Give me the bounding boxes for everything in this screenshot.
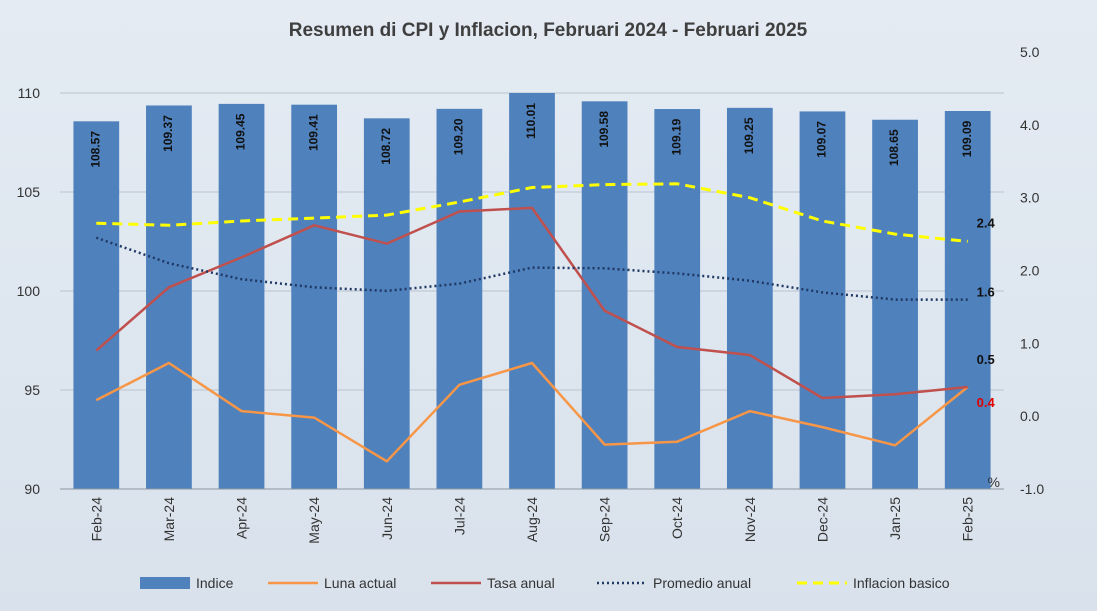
- series-line: [95, 361, 969, 463]
- y-left-tick-label: 110: [18, 85, 41, 101]
- bar: [509, 93, 555, 489]
- bar-data-label: 108.57: [88, 131, 102, 168]
- y-left-tick-label: 105: [17, 184, 41, 200]
- legend-label: Indice: [196, 575, 234, 591]
- bar-data-label: 109.20: [452, 118, 466, 155]
- x-tick-label: Mar-24: [161, 497, 177, 542]
- x-tick-label: May-24: [306, 497, 322, 544]
- bar: [291, 104, 338, 489]
- legend-label: Luna actual: [324, 575, 396, 591]
- bar-data-label: 109.25: [742, 117, 756, 154]
- bar-data-label: 110.01: [524, 103, 538, 139]
- x-tick-label: Nov-24: [742, 497, 758, 542]
- x-tick-label: Feb-24: [88, 497, 104, 542]
- legend-label: Inflacion basico: [853, 575, 950, 591]
- legend-label: Tasa anual: [487, 575, 555, 591]
- bar-data-label: 109.41: [306, 114, 320, 151]
- y-right-tick-label: 1.0: [1020, 335, 1040, 351]
- y-right-tick-label: 5.0: [1020, 44, 1040, 60]
- y-left-tick-label: 100: [17, 283, 41, 299]
- x-tick-label: Oct-24: [669, 497, 685, 539]
- y-left-tick-label: 90: [24, 481, 40, 497]
- y-left-tick-label: 95: [24, 382, 40, 398]
- series-line: [95, 236, 968, 301]
- bar-data-label: 109.37: [161, 115, 175, 152]
- bar: [436, 108, 483, 489]
- bar-data-label: 108.65: [887, 129, 901, 166]
- x-tick-label: Jul-24: [451, 497, 467, 535]
- x-tick-label: Sep-24: [597, 497, 613, 542]
- bar-data-label: 109.45: [234, 113, 248, 150]
- x-tick-label: Feb-25: [960, 497, 976, 542]
- x-tick-label: Apr-24: [234, 497, 250, 539]
- y-right-tick-label: 0.0: [1020, 408, 1040, 424]
- bar: [218, 103, 265, 489]
- bar: [654, 109, 701, 490]
- series-line: [95, 206, 968, 400]
- y-right-tick-label: 2.0: [1020, 263, 1040, 279]
- end-data-label: 1.6: [977, 285, 995, 300]
- bar-data-label: 108.72: [379, 128, 393, 165]
- end-data-label: 0.5: [977, 352, 995, 367]
- x-tick-label: Dec-24: [814, 497, 830, 542]
- bar: [73, 121, 120, 490]
- y-right-tick-label: 3.0: [1020, 190, 1040, 206]
- chart-title: Resumen di CPI y Inflacion, Februari 202…: [289, 20, 808, 41]
- y-right-unit-label: %: [988, 474, 1000, 490]
- y-right-tick-label: -1.0: [1020, 481, 1044, 497]
- bar-data-label: 109.19: [669, 118, 683, 155]
- end-data-label: 0.4: [977, 395, 996, 410]
- bar: [146, 105, 192, 489]
- y-right-tick-label: 4.0: [1020, 117, 1040, 133]
- x-tick-label: Jun-24: [379, 497, 395, 540]
- bar: [581, 101, 628, 489]
- x-tick-label: Aug-24: [524, 497, 540, 542]
- bar-data-label: 109.07: [815, 121, 829, 158]
- legend-label: Promedio anual: [653, 575, 751, 591]
- end-data-label: 2.4: [977, 215, 996, 230]
- bar-data-label: 109.58: [597, 111, 611, 148]
- series-line: [96, 182, 968, 243]
- bar: [363, 118, 410, 490]
- bar: [726, 107, 773, 489]
- legend-swatch: [140, 577, 190, 589]
- bar-data-label: 109.09: [960, 120, 974, 157]
- bar: [872, 119, 918, 489]
- x-tick-label: Jan-25: [887, 497, 903, 540]
